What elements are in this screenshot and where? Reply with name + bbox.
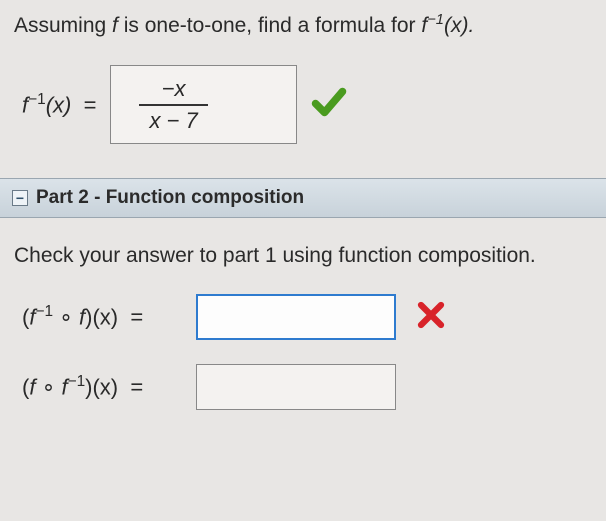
collapse-icon[interactable]: − [12, 190, 28, 206]
part2-input-a[interactable] [196, 294, 396, 340]
prompt-text: Assuming [14, 14, 112, 37]
part2-header[interactable]: − Part 2 - Function composition [0, 178, 606, 218]
part2-header-label: Part 2 - Function composition [36, 187, 304, 209]
part2-input-b[interactable] [196, 364, 396, 410]
part1-prompt: Assuming f is one-to-one, find a formula… [14, 10, 592, 41]
part2-prompt: Check your answer to part 1 using functi… [14, 244, 592, 268]
fraction-denominator: x − 7 [139, 104, 207, 133]
part1-answer-fraction: −x x − 7 [139, 76, 207, 133]
part2-row-a: (f−1 ∘ f)(x) = [22, 294, 592, 340]
question-page: Assuming f is one-to-one, find a formula… [0, 0, 606, 410]
part1-answer-box[interactable]: −x x − 7 [110, 65, 296, 144]
part2-row-a-lhs: (f−1 ∘ f)(x) = [22, 303, 182, 330]
part1-lhs: f−1(x) = [22, 91, 96, 118]
incorrect-icon [416, 300, 446, 335]
prompt-text: is one-to-one, find a formula for [118, 14, 422, 37]
part2-row-b-lhs: (f ∘ f−1)(x) = [22, 373, 182, 400]
part1-equation-row: f−1(x) = −x x − 7 [22, 65, 592, 144]
correct-icon [311, 84, 347, 125]
part2-row-b: (f ∘ f−1)(x) = [22, 364, 592, 410]
prompt-target: f−1(x). [421, 14, 474, 37]
fraction-numerator: −x [152, 76, 196, 103]
